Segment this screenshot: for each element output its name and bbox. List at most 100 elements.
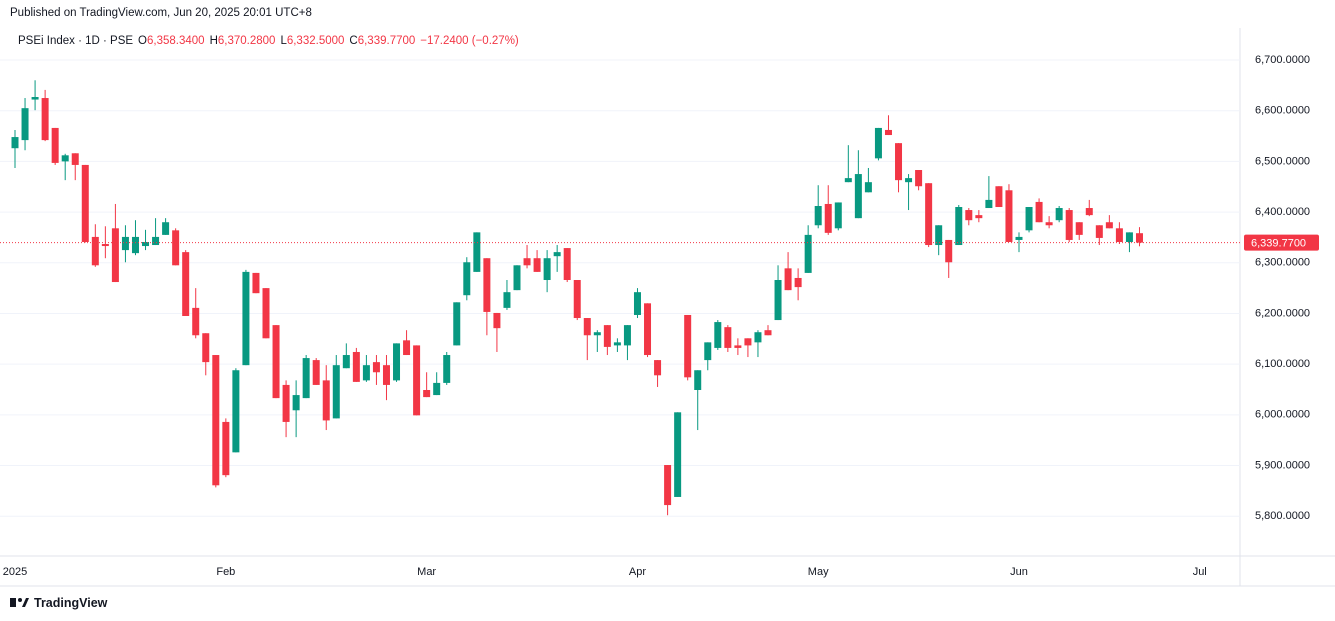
candle-body [433, 382, 441, 396]
symbol: PSEi Index · 1D · PSE [18, 35, 134, 47]
candle-body [945, 239, 953, 263]
x-tick-label: Mar [417, 566, 436, 578]
last-price-label: 6,339.7700 [1251, 238, 1306, 250]
candle-body [955, 207, 963, 246]
candle-body [905, 178, 913, 183]
candle-body [413, 345, 421, 416]
candle-body [393, 343, 401, 381]
x-tick-label: May [808, 566, 829, 578]
candle-body [131, 236, 139, 254]
candle-body [232, 370, 240, 453]
candle-body [593, 332, 601, 336]
candle-body [152, 236, 160, 246]
candle-body [734, 345, 742, 348]
candle-body [704, 342, 712, 361]
candle-body [21, 108, 29, 141]
candle-body [613, 342, 621, 346]
candle-body [633, 292, 641, 315]
candle-body [322, 380, 330, 421]
candle-body [573, 280, 581, 319]
candle-body [1035, 201, 1043, 223]
candle-body [332, 365, 340, 419]
candle-body [935, 225, 943, 246]
y-tick-label: 6,000.0000 [1255, 409, 1310, 421]
candle-body [714, 322, 722, 348]
candle-body [31, 97, 39, 100]
candle-body [784, 268, 792, 291]
candle-body [764, 330, 772, 336]
candle-body [724, 327, 732, 348]
candle-body [804, 234, 812, 273]
candle-body [824, 203, 832, 233]
legend-value: 6,332.5000 [286, 35, 345, 47]
candle-body [533, 258, 541, 272]
candle-body [352, 351, 360, 382]
candle-body [774, 280, 782, 321]
candle-body [101, 244, 109, 247]
candle-body [1065, 210, 1073, 240]
candle-body [262, 288, 270, 339]
candle-body [965, 210, 973, 221]
candle-body [603, 325, 611, 347]
candle-body [975, 215, 983, 219]
candle-body [874, 127, 882, 159]
candle-body [242, 271, 250, 366]
candle-body [41, 98, 49, 141]
legend-change: −17.2400 (−0.27%) [420, 35, 519, 47]
legend-label: O [138, 35, 147, 47]
candle-body [794, 277, 802, 288]
candle-body [272, 325, 280, 399]
candle-body [915, 170, 923, 187]
candle-body [674, 412, 682, 497]
candle-body [583, 318, 591, 336]
candle-body [172, 230, 180, 266]
candle-body [121, 236, 129, 251]
candle-body [814, 205, 822, 226]
legend-value: 6,370.2800 [217, 35, 276, 47]
candle-body [312, 360, 320, 385]
x-tick-label: Jul [1193, 566, 1207, 578]
candle-body [81, 164, 89, 242]
candle-body [543, 258, 551, 281]
candle-body [453, 302, 461, 346]
x-tick-label: 2025 [3, 566, 27, 578]
candle-body [222, 421, 230, 476]
y-tick-label: 6,200.0000 [1255, 307, 1310, 319]
candle-body [694, 370, 702, 391]
y-tick-label: 6,600.0000 [1255, 105, 1310, 117]
candle-body [91, 236, 99, 266]
candle-body [403, 340, 411, 356]
candle-body [71, 153, 79, 165]
candle-body [844, 178, 852, 183]
candle-body [995, 186, 1003, 208]
candle-body [503, 292, 511, 308]
candle-body [664, 465, 672, 506]
candle-body [292, 395, 300, 411]
legend-label: H [209, 35, 218, 47]
candle-body [895, 143, 903, 181]
brand: TradingView [34, 596, 108, 610]
published-note: Published on TradingView.com, Jun 20, 20… [10, 7, 312, 19]
y-tick-label: 5,900.0000 [1255, 459, 1310, 471]
candle-body [1015, 236, 1023, 240]
candle-body [212, 355, 220, 486]
candle-body [142, 241, 150, 247]
candle-body [744, 338, 752, 346]
candle-body [473, 232, 481, 272]
candle-body [483, 258, 491, 312]
legend-label: C [349, 35, 358, 47]
candle-body [192, 307, 200, 336]
candle-body [834, 202, 842, 229]
candle-body [644, 303, 652, 356]
legend-label: L [280, 35, 287, 47]
candle-body [864, 182, 872, 193]
candle-body [754, 332, 762, 343]
candle-body [623, 325, 631, 346]
candle-body [854, 174, 862, 219]
y-tick-label: 5,800.0000 [1255, 510, 1310, 522]
candle-body [463, 262, 471, 296]
x-tick-label: Feb [216, 566, 235, 578]
candle-body [252, 272, 260, 294]
